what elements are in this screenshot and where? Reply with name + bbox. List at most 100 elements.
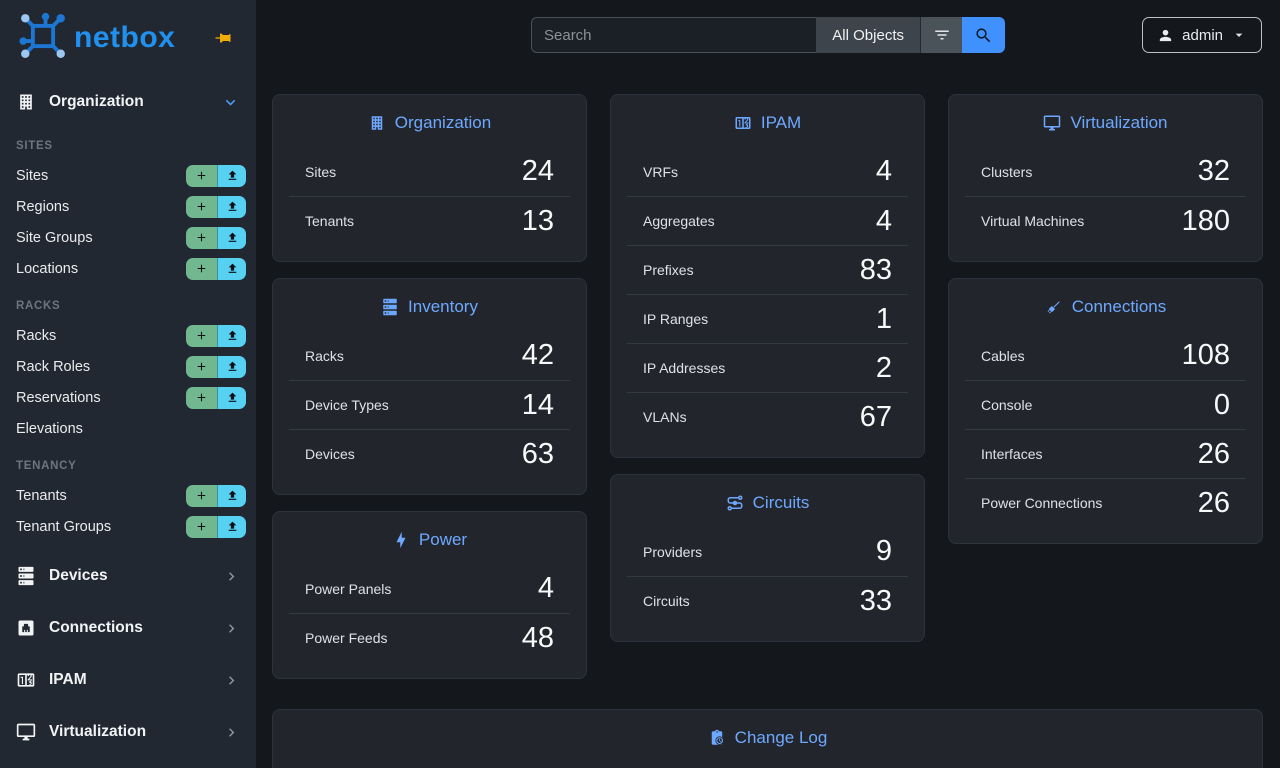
stat-row: Clusters 32	[965, 147, 1246, 196]
stat-label-power-feeds[interactable]: Power Feeds	[305, 630, 388, 646]
stat-label-virtual-machines[interactable]: Virtual Machines	[981, 213, 1085, 229]
sidebar-group-connections[interactable]: Connections	[0, 602, 256, 654]
card-rows: Power Panels 4 Power Feeds 48	[289, 564, 570, 662]
card-title-link[interactable]: Circuits	[726, 493, 809, 513]
sidebar-item-reservations[interactable]: Reservations	[16, 389, 101, 406]
import-button[interactable]	[217, 226, 246, 249]
sidebar-group-devices[interactable]: Devices	[0, 550, 256, 602]
stat-label-vlans[interactable]: VLANs	[643, 409, 687, 425]
add-button[interactable]	[186, 195, 217, 218]
stat-value-power-connections[interactable]: 26	[1197, 486, 1230, 519]
sidebar-item-elevations[interactable]: Elevations	[16, 420, 83, 437]
stat-value-devices[interactable]: 63	[521, 437, 554, 470]
stat-label-aggregates[interactable]: Aggregates	[643, 213, 715, 229]
stat-value-racks[interactable]: 42	[521, 339, 554, 371]
card-title-link[interactable]: Change Log	[708, 728, 827, 748]
stat-value-vlans[interactable]: 67	[859, 400, 892, 433]
add-button[interactable]	[186, 164, 217, 187]
import-button[interactable]	[217, 386, 246, 409]
stat-label-providers[interactable]: Providers	[643, 543, 703, 560]
card-title-link[interactable]: Inventory	[381, 297, 478, 317]
sidebar-item-row: Reservations	[0, 382, 256, 413]
sidebar-item-site-groups[interactable]: Site Groups	[16, 229, 93, 246]
stat-value-circuits[interactable]: 33	[859, 584, 892, 617]
card-title-link[interactable]: IPAM	[734, 113, 801, 133]
add-button[interactable]	[186, 484, 217, 507]
stat-label-cables[interactable]: Cables	[981, 347, 1025, 364]
stat-label-ip-addresses[interactable]: IP Addresses	[643, 360, 726, 376]
stat-value-cables[interactable]: 108	[1181, 339, 1230, 371]
user-menu-button[interactable]: admin	[1142, 17, 1262, 53]
add-button[interactable]	[186, 226, 217, 249]
card-title-link[interactable]: Power	[392, 530, 467, 550]
sidebar-group-ipam[interactable]: IPAM	[0, 654, 256, 706]
stat-label-clusters[interactable]: Clusters	[981, 163, 1033, 180]
upload-icon	[226, 200, 239, 213]
sidebar-group-organization[interactable]: Organization	[0, 80, 256, 124]
sidebar-item-tenant-groups[interactable]: Tenant Groups	[16, 518, 112, 535]
stat-value-sites[interactable]: 24	[521, 155, 554, 187]
card-title-link[interactable]: Organization	[368, 113, 491, 133]
stat-value-virtual-machines[interactable]: 180	[1181, 204, 1230, 237]
add-button[interactable]	[186, 257, 217, 280]
add-button[interactable]	[186, 355, 217, 378]
sidebar-item-racks[interactable]: Racks	[16, 327, 57, 344]
object-type-button[interactable]: All Objects	[816, 17, 920, 53]
dashboard-column-2: IPAM VRFs 4 Aggregates 4 Prefixes 83 IP Ranges 1…	[610, 94, 925, 642]
add-button[interactable]	[186, 515, 217, 538]
search-button[interactable]	[962, 17, 1005, 53]
sidebar-item-rack-roles[interactable]: Rack Roles	[16, 358, 91, 375]
stat-value-console[interactable]: 0	[1213, 388, 1230, 421]
import-button[interactable]	[217, 515, 246, 538]
stat-value-power-panels[interactable]: 4	[537, 572, 554, 604]
topbar: All Objects admin	[256, 0, 1280, 72]
stat-label-device-types[interactable]: Device Types	[305, 397, 389, 413]
stat-value-device-types[interactable]: 14	[521, 388, 554, 421]
stat-value-prefixes[interactable]: 83	[859, 253, 892, 286]
stat-label-power-connections[interactable]: Power Connections	[981, 495, 1103, 511]
card-header: Circuits	[627, 489, 908, 527]
card-circuits: Circuits Providers 9 Circuits 33	[610, 474, 925, 642]
import-button[interactable]	[217, 257, 246, 280]
search-input[interactable]	[531, 17, 817, 53]
card-title-link[interactable]: Connections	[1045, 297, 1166, 317]
stat-label-sites[interactable]: Sites	[305, 163, 337, 180]
filter-button[interactable]	[920, 17, 962, 53]
stat-value-ip-ranges[interactable]: 1	[875, 302, 892, 335]
stat-label-vrfs[interactable]: VRFs	[643, 163, 678, 180]
stat-label-devices[interactable]: Devices	[305, 446, 355, 462]
upload-icon	[226, 329, 239, 342]
add-button[interactable]	[186, 386, 217, 409]
sidebar-item-locations[interactable]: Locations	[16, 260, 79, 277]
stat-label-power-panels[interactable]: Power Panels	[305, 580, 392, 597]
stat-label-console[interactable]: Console	[981, 397, 1033, 413]
stat-label-interfaces[interactable]: Interfaces	[981, 446, 1043, 462]
stat-value-providers[interactable]: 9	[875, 535, 892, 567]
add-button[interactable]	[186, 324, 217, 347]
import-button[interactable]	[217, 484, 246, 507]
sidebar-group-virtualization[interactable]: Virtualization	[0, 706, 256, 758]
stat-value-ip-addresses[interactable]: 2	[875, 351, 892, 384]
card-title-link[interactable]: Virtualization	[1043, 113, 1168, 133]
stat-value-clusters[interactable]: 32	[1197, 155, 1230, 187]
stat-value-vrfs[interactable]: 4	[875, 155, 892, 187]
netbox-logo[interactable]: netbox	[16, 9, 175, 68]
stat-value-power-feeds[interactable]: 48	[521, 621, 554, 654]
stat-label-circuits[interactable]: Circuits	[643, 593, 690, 609]
import-button[interactable]	[217, 355, 246, 378]
sidebar-item-sites[interactable]: Sites	[16, 167, 49, 184]
import-button[interactable]	[217, 324, 246, 347]
sidebar-item-tenants[interactable]: Tenants	[16, 487, 67, 504]
stat-label-racks[interactable]: Racks	[305, 347, 344, 364]
stat-value-tenants[interactable]: 13	[521, 204, 554, 237]
stat-label-ip-ranges[interactable]: IP Ranges	[643, 311, 709, 327]
stat-label-tenants[interactable]: Tenants	[305, 213, 355, 229]
server-icon	[16, 566, 36, 586]
stat-value-interfaces[interactable]: 26	[1197, 437, 1230, 470]
stat-value-aggregates[interactable]: 4	[875, 204, 892, 237]
stat-label-prefixes[interactable]: Prefixes	[643, 262, 694, 278]
pin-sidebar-icon[interactable]	[214, 29, 232, 47]
sidebar-item-regions[interactable]: Regions	[16, 198, 70, 215]
import-button[interactable]	[217, 195, 246, 218]
import-button[interactable]	[217, 164, 246, 187]
